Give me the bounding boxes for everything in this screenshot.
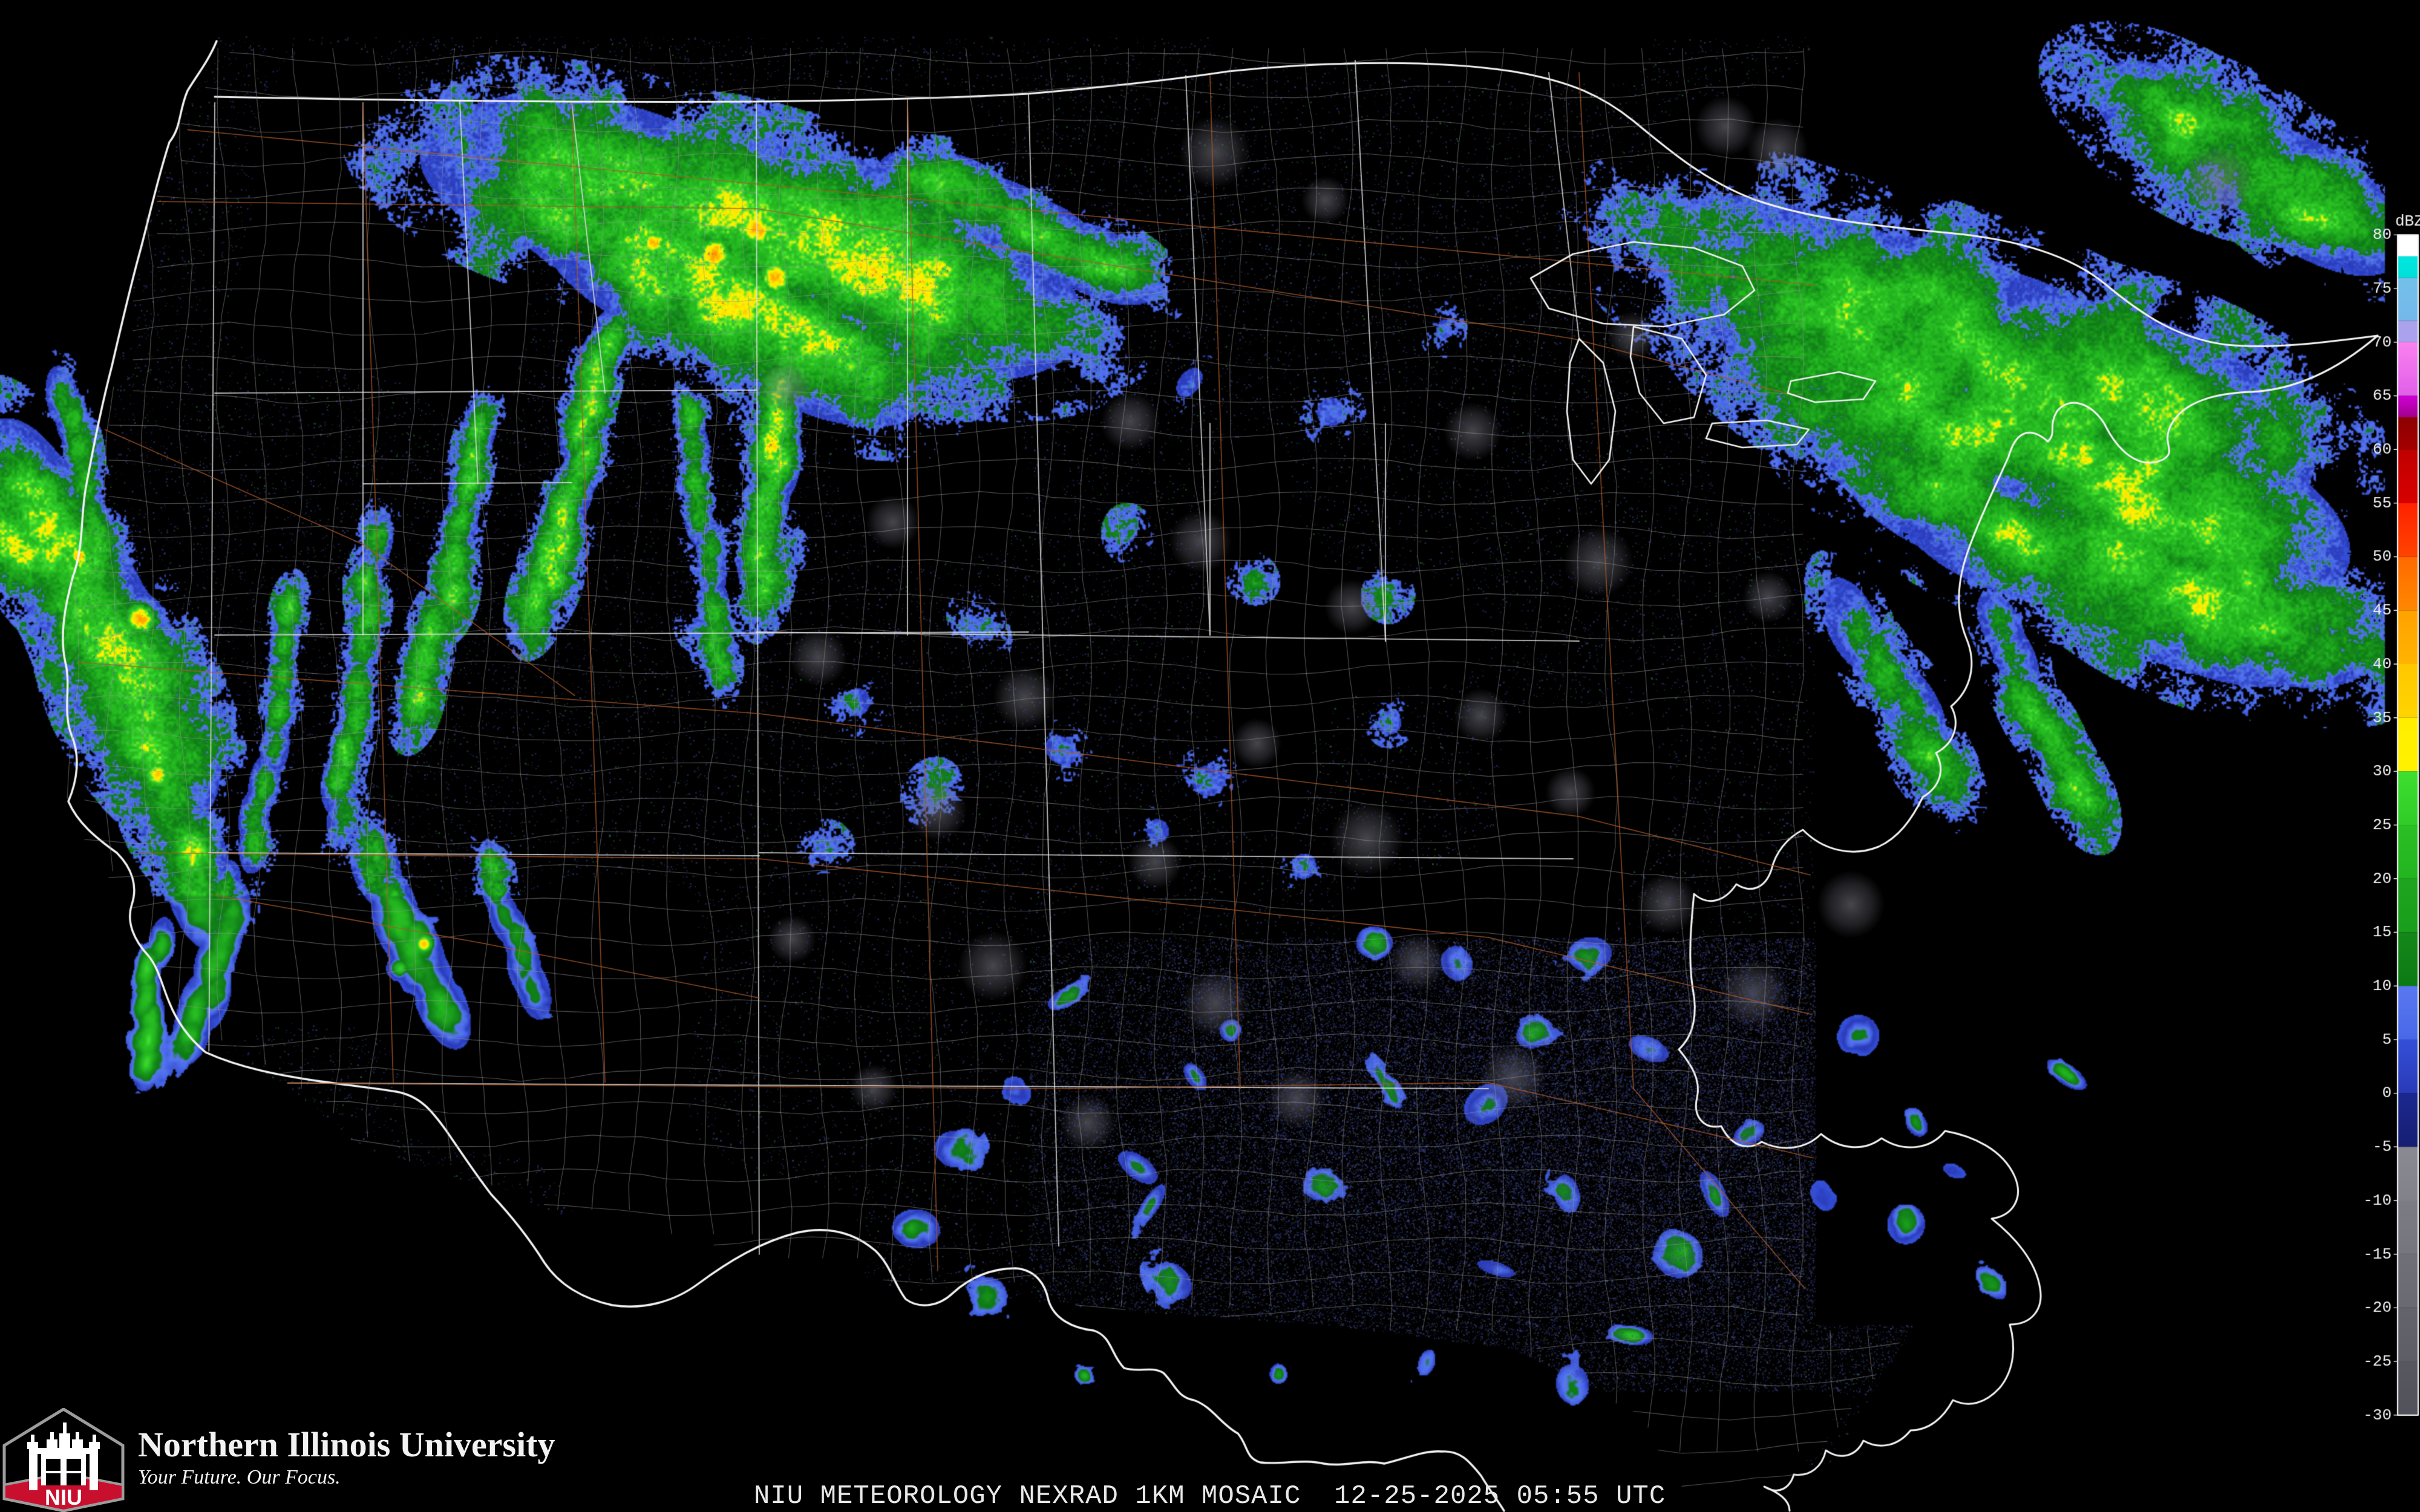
svg-text:NIU: NIU (45, 1485, 82, 1510)
